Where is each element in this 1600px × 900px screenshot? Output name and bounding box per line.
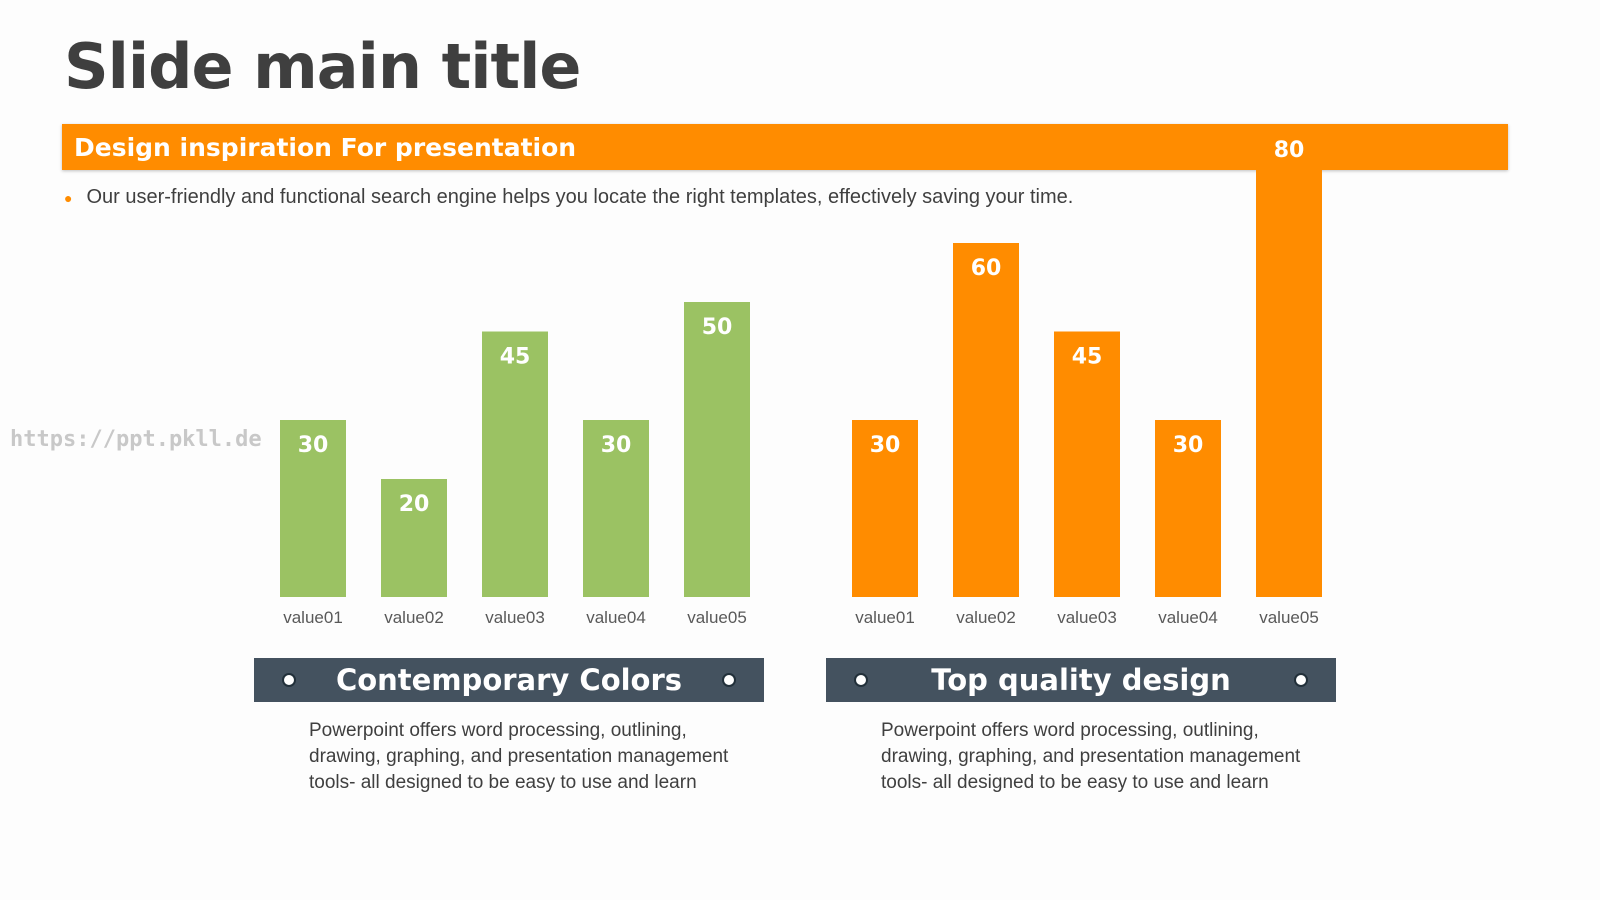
- bar: [482, 331, 548, 597]
- bullet-item: ● Our user-friendly and functional searc…: [64, 186, 1073, 209]
- data-label: 60: [971, 256, 1002, 281]
- data-label: 50: [702, 315, 733, 340]
- bar: [852, 420, 918, 597]
- circle-icon: [854, 673, 868, 687]
- bar: [1256, 125, 1322, 597]
- data-label: 30: [1173, 433, 1204, 458]
- bar: [583, 420, 649, 597]
- circle-icon: [722, 673, 736, 687]
- bar: [684, 302, 750, 597]
- category-label: value03: [485, 608, 545, 627]
- category-label: value04: [586, 608, 646, 627]
- circle-icon: [282, 673, 296, 687]
- bar: [1054, 331, 1120, 597]
- bar: [381, 479, 447, 597]
- description-left: Powerpoint offers word processing, outli…: [309, 720, 729, 793]
- caption-right: Top quality design: [931, 663, 1231, 697]
- circle-icon: [1294, 673, 1308, 687]
- caption-bar-right: Top quality design: [826, 658, 1336, 702]
- category-label: value01: [283, 608, 343, 627]
- data-label: 80: [1274, 138, 1305, 163]
- banner-text: Design inspiration For presentation: [74, 132, 577, 162]
- slide-title: Slide main title: [64, 30, 581, 103]
- description-right: Powerpoint offers word processing, outli…: [881, 720, 1301, 793]
- data-label: 45: [500, 345, 531, 370]
- category-label: value02: [384, 608, 444, 627]
- caption-bar-left: Contemporary Colors: [254, 658, 764, 702]
- data-label: 20: [399, 492, 430, 517]
- category-label: value01: [855, 608, 915, 627]
- category-label: value03: [1057, 608, 1117, 627]
- bar: [1155, 420, 1221, 597]
- bar: [953, 243, 1019, 597]
- bar: [280, 420, 346, 597]
- data-label: 30: [601, 433, 632, 458]
- category-label: value05: [687, 608, 747, 627]
- category-label: value05: [1259, 608, 1319, 627]
- bullet-text: Our user-friendly and functional search …: [86, 186, 1074, 208]
- category-label: value04: [1158, 608, 1218, 627]
- category-label: value02: [956, 608, 1016, 627]
- bullet-dot-icon: ●: [64, 189, 73, 206]
- data-label: 45: [1072, 345, 1103, 370]
- data-label: 30: [298, 433, 329, 458]
- watermark: https://ppt.pkll.de: [10, 427, 262, 452]
- caption-left: Contemporary Colors: [335, 663, 683, 697]
- data-label: 30: [870, 433, 901, 458]
